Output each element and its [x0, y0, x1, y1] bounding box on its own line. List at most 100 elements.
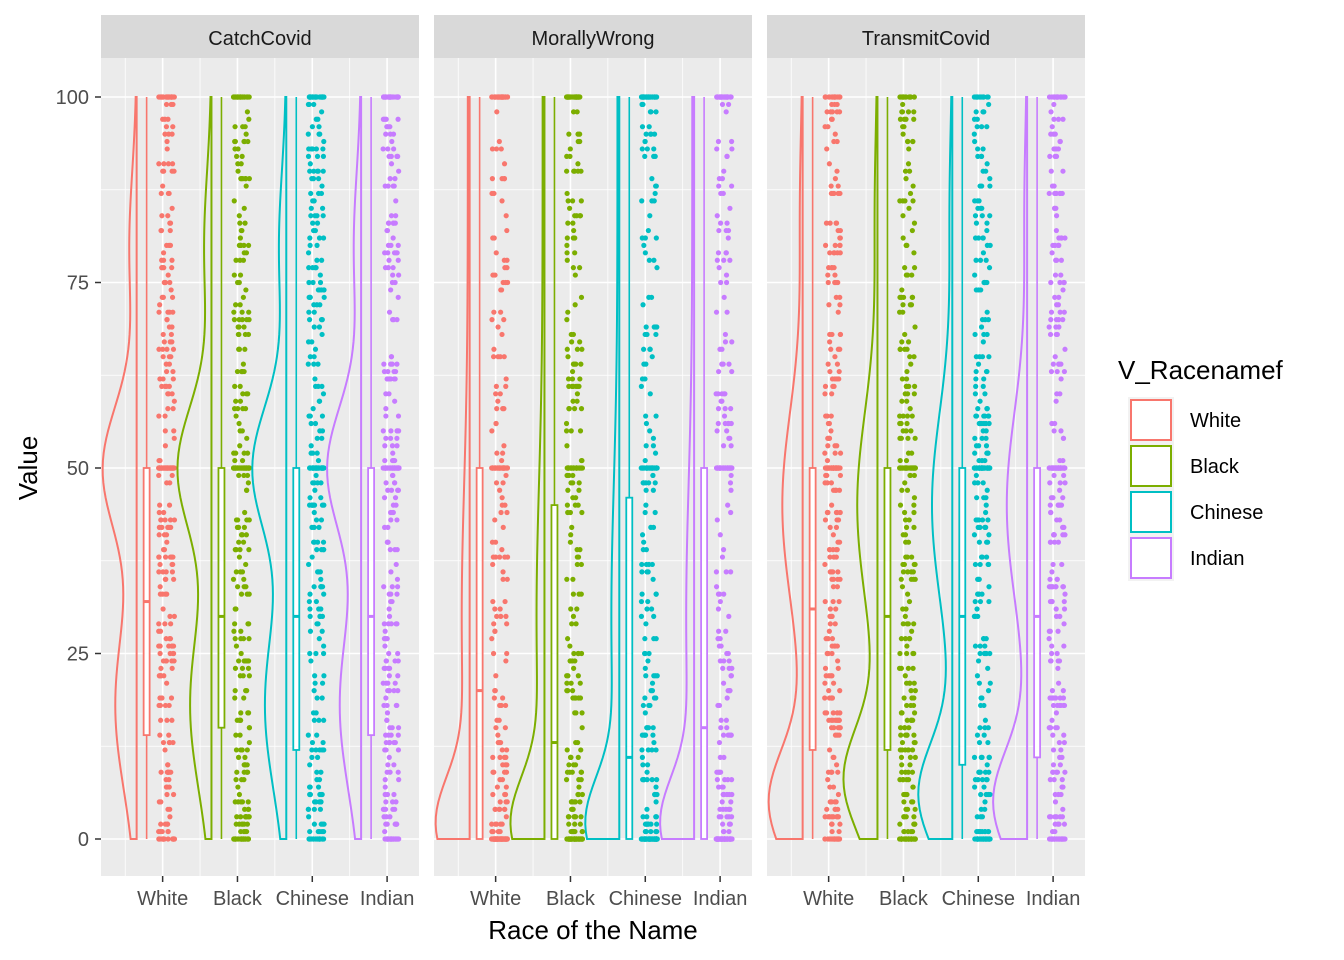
data-point	[568, 532, 574, 538]
data-point	[727, 806, 733, 812]
data-point	[565, 509, 571, 516]
data-point	[575, 650, 581, 657]
data-point	[651, 257, 657, 263]
data-point	[903, 539, 909, 545]
data-point	[1060, 94, 1066, 100]
data-point	[822, 561, 828, 568]
data-point	[241, 821, 247, 827]
data-point	[171, 658, 177, 664]
data-point	[160, 331, 166, 338]
data-point	[169, 391, 175, 397]
data-point	[830, 836, 836, 842]
data-point	[1055, 628, 1061, 634]
data-point	[825, 777, 831, 783]
data-point	[570, 398, 576, 404]
group-chinese	[251, 94, 327, 842]
data-point	[979, 591, 985, 597]
data-point	[382, 628, 388, 634]
data-point	[1051, 146, 1057, 152]
data-point	[236, 279, 242, 286]
data-point	[836, 732, 842, 738]
data-point	[911, 465, 917, 471]
group-indian	[992, 94, 1068, 842]
data-point	[909, 272, 915, 278]
data-point	[822, 598, 828, 605]
data-point	[715, 250, 722, 256]
data-point	[980, 428, 986, 434]
data-point	[715, 769, 722, 775]
data-point	[570, 576, 576, 582]
data-point	[387, 176, 393, 182]
x-tick-label: Black	[879, 888, 929, 910]
data-point	[384, 717, 390, 723]
data-point	[978, 324, 985, 330]
data-point	[499, 495, 505, 501]
data-point	[504, 576, 510, 582]
data-point	[822, 391, 828, 397]
data-point	[565, 814, 572, 820]
data-point	[232, 665, 239, 671]
data-point	[245, 450, 251, 456]
data-point	[311, 806, 317, 812]
data-point	[496, 465, 503, 471]
group-black	[842, 94, 918, 842]
data-point	[902, 265, 908, 271]
data-point	[158, 517, 164, 523]
data-point	[907, 762, 913, 768]
legend-item-black: Black	[1128, 443, 1240, 489]
data-point	[827, 250, 833, 256]
data-point	[906, 383, 912, 389]
data-point	[305, 250, 312, 256]
y-axis-title: Value	[13, 436, 43, 501]
data-point	[1054, 769, 1061, 775]
data-point	[395, 294, 401, 300]
data-point	[156, 346, 162, 352]
data-point	[900, 606, 906, 612]
data-point	[826, 747, 833, 753]
data-point	[231, 309, 237, 315]
data-point	[972, 777, 979, 783]
data-point	[828, 413, 834, 419]
data-point	[308, 205, 314, 211]
data-point	[392, 176, 398, 182]
data-point	[973, 220, 980, 226]
data-point	[164, 138, 170, 145]
data-point	[577, 821, 583, 827]
data-point	[244, 836, 250, 842]
data-point	[244, 747, 250, 753]
data-point	[725, 732, 731, 738]
data-point	[641, 539, 647, 545]
data-point	[490, 791, 496, 798]
data-point	[912, 688, 918, 694]
data-point	[573, 814, 579, 820]
data-point	[489, 465, 495, 471]
data-point	[320, 146, 326, 152]
data-point	[823, 413, 829, 419]
data-point	[381, 621, 387, 627]
data-point	[241, 242, 247, 248]
data-point	[835, 814, 842, 820]
data-point	[237, 443, 243, 449]
data-point	[911, 391, 917, 397]
data-point	[983, 257, 989, 263]
data-point	[231, 272, 237, 278]
data-point	[241, 138, 247, 145]
data-point	[385, 762, 391, 768]
data-point	[241, 695, 247, 701]
data-point	[311, 821, 318, 827]
data-point	[642, 457, 648, 464]
data-point	[395, 688, 401, 694]
data-point	[828, 480, 835, 486]
data-point	[1053, 695, 1059, 701]
box	[550, 504, 559, 840]
data-point	[719, 176, 726, 182]
data-point	[903, 376, 910, 382]
data-point	[903, 524, 910, 530]
data-point	[501, 317, 507, 323]
data-point	[387, 547, 393, 553]
data-point	[987, 680, 993, 686]
data-point	[311, 302, 317, 308]
data-point	[835, 791, 842, 798]
data-point	[501, 443, 507, 449]
data-point	[237, 673, 243, 679]
